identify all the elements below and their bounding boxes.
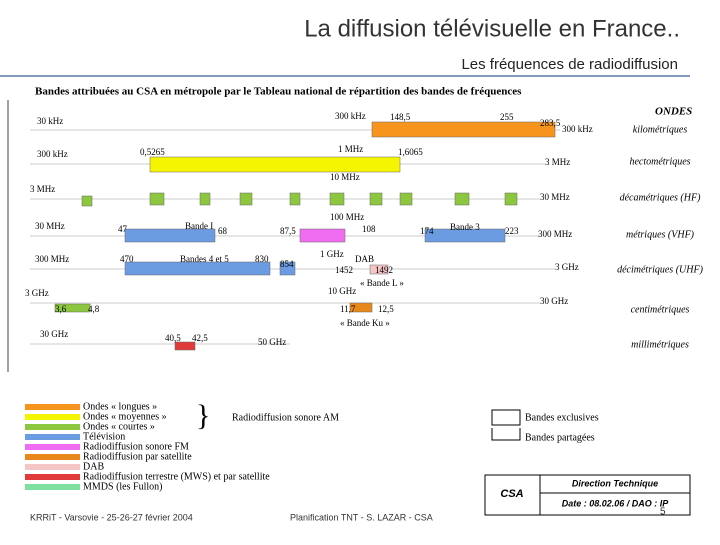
legend-item: Radiodiffusion sonore FM bbox=[83, 441, 189, 452]
band-label: 223 bbox=[505, 226, 519, 236]
band-label: « Bande L » bbox=[360, 278, 404, 288]
key-box bbox=[491, 409, 521, 426]
legend-item: Ondes « courtes » bbox=[83, 421, 155, 432]
band-label: 10 GHz bbox=[328, 286, 356, 296]
stamp bbox=[484, 474, 691, 516]
band-label: 255 bbox=[500, 112, 514, 122]
band-label: « Bande Ku » bbox=[340, 318, 390, 328]
band-label: 1 MHz bbox=[338, 144, 363, 154]
legend-item: Radiodiffusion terrestre (MWS) et par sa… bbox=[83, 471, 270, 482]
band-start: 30 kHz bbox=[37, 116, 63, 126]
band-label: 854 bbox=[280, 259, 294, 269]
key-exclusive: Bandes exclusives bbox=[525, 412, 599, 423]
band-start: 300 MHz bbox=[35, 254, 69, 264]
brace-label: Radiodiffusion sonore AM bbox=[232, 412, 339, 423]
band-end: 30 GHz bbox=[540, 296, 568, 306]
title: La diffusion télévisuelle en France.. bbox=[304, 15, 680, 42]
band-label: 68 bbox=[218, 226, 228, 236]
legend-item: Télévision bbox=[83, 431, 125, 442]
bands bbox=[30, 121, 560, 351]
page-number: 5 bbox=[660, 507, 666, 518]
band-label: 87,5 bbox=[280, 226, 296, 236]
band-label: 0,5265 bbox=[140, 147, 165, 157]
band-start: 3 GHz bbox=[25, 288, 49, 298]
legend-item: Radiodiffusion par satellite bbox=[83, 451, 192, 462]
band-label: DAB bbox=[355, 254, 374, 264]
band-category: hectométriques bbox=[629, 156, 690, 167]
band-label: Bande I bbox=[185, 221, 213, 231]
band-label: 12,5 bbox=[378, 304, 394, 314]
footer-left: KRRiT - Varsovie - 25-26-27 février 2004 bbox=[30, 512, 193, 522]
ondes: ONDES bbox=[655, 106, 692, 118]
legend-item: Ondes « longues » bbox=[83, 401, 157, 412]
band-category: métriques (VHF) bbox=[626, 229, 695, 240]
band-category: décimétriques (UHF) bbox=[617, 264, 703, 275]
band-rows: 30 kHz 300 kHz kilométriques 300 kHz 148,5 25… bbox=[25, 111, 704, 350]
key-shared: Bandes partagées bbox=[525, 432, 595, 443]
band-category: décamétriques (HF) bbox=[620, 192, 701, 203]
legend-item: Ondes « moyennes » bbox=[83, 411, 167, 422]
band-label: Bandes 4 et 5 bbox=[180, 254, 229, 264]
band-label: 40,5 bbox=[165, 333, 181, 343]
stamp-dept: Direction Technique bbox=[572, 478, 658, 488]
band-label: 283,5 bbox=[540, 118, 561, 128]
key-box bbox=[491, 428, 521, 441]
band-label: 11,7 bbox=[340, 304, 356, 314]
band-label: 1 GHz bbox=[320, 249, 344, 259]
band-label: 830 bbox=[255, 254, 269, 264]
svg-text:}: } bbox=[196, 399, 210, 432]
band-label: 4,8 bbox=[88, 304, 100, 314]
band-label: 174 bbox=[420, 226, 434, 236]
band-label: 3,6 bbox=[55, 304, 67, 314]
band-start: 30 GHz bbox=[40, 329, 68, 339]
band-label: 10 MHz bbox=[330, 172, 360, 182]
band-category: centimétriques bbox=[631, 304, 690, 315]
legend: } bbox=[25, 399, 210, 490]
figure-heading: Bandes attribuées au CSA en métropole pa… bbox=[35, 86, 522, 98]
legend-labels: Ondes « longues »Ondes « moyennes »Ondes… bbox=[83, 401, 270, 492]
legend-item: DAB bbox=[83, 461, 104, 472]
band-label: 1,6065 bbox=[398, 147, 423, 157]
band-end: 300 kHz bbox=[562, 124, 593, 134]
band-start: 300 kHz bbox=[37, 149, 68, 159]
band-label: 300 kHz bbox=[335, 111, 366, 121]
band-label: 100 MHz bbox=[330, 212, 364, 222]
subtitle: Les fréquences de radiodiffusion bbox=[461, 56, 678, 73]
band-end: 30 MHz bbox=[540, 192, 570, 202]
band-label: Bande 3 bbox=[450, 222, 480, 232]
band-label: 1452 bbox=[335, 265, 353, 275]
band-end: 300 MHz bbox=[538, 229, 572, 239]
band-end: 50 GHz bbox=[258, 337, 286, 347]
band-label: 47 bbox=[118, 224, 128, 234]
stamp-org: CSA bbox=[500, 488, 523, 500]
stamp-date: Date : 08.02.06 / DAO : IP bbox=[562, 498, 670, 508]
band-end: 3 MHz bbox=[545, 157, 570, 167]
band-category: millimétriques bbox=[631, 339, 689, 350]
band-label: 470 bbox=[120, 254, 134, 264]
band-start: 30 MHz bbox=[35, 221, 65, 231]
footer-center: Planification TNT - S. LAZAR - CSA bbox=[290, 512, 433, 522]
band-start: 3 MHz bbox=[30, 184, 55, 194]
band-label: 148,5 bbox=[390, 112, 411, 122]
band-label: 42,5 bbox=[192, 333, 208, 343]
band-label: 108 bbox=[362, 224, 376, 234]
band-end: 3 GHz bbox=[555, 262, 579, 272]
band-label: 1492 bbox=[375, 265, 393, 275]
legend-item: MMDS (les Fullon) bbox=[83, 481, 162, 492]
band-category: kilométriques bbox=[633, 124, 688, 135]
